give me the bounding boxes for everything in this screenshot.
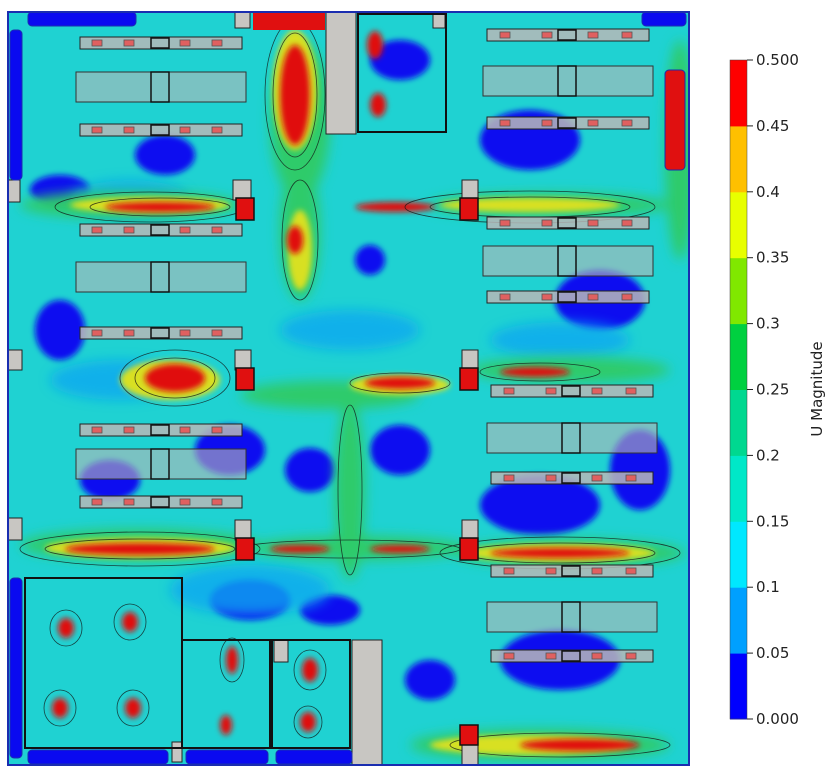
legend-ticks: 0.000 0.05 0.1 0.15 0.2 0.25 0.3 0.35 0.4 0.45 0.5… <box>747 51 799 728</box>
legend-band <box>730 60 747 127</box>
contour-field <box>8 12 689 765</box>
domain-border <box>7 11 690 766</box>
legend-band <box>730 455 747 522</box>
legend-tick-label: 0.35 <box>756 249 789 267</box>
boundary-strips <box>9 12 687 765</box>
legend-tick-label: 0.000 <box>756 710 799 728</box>
legend-tick-label: 0.1 <box>756 578 780 596</box>
legend-tick-label: 0.4 <box>756 183 780 201</box>
legend-tick-label: 0.45 <box>756 117 789 135</box>
legend-band <box>730 125 747 193</box>
legend-band <box>730 323 747 390</box>
cooling-units <box>235 197 479 746</box>
legend-band <box>730 257 747 325</box>
top-outlet <box>253 12 325 30</box>
legend-band <box>730 389 747 456</box>
legend-tick-label: 0.15 <box>756 512 789 530</box>
legend-tick-label: 0.25 <box>756 381 789 399</box>
legend-band <box>730 191 747 259</box>
legend-band <box>730 521 747 588</box>
velocity-contour-plot <box>7 11 690 766</box>
legend-tick-label: 0.500 <box>756 51 799 69</box>
color-legend: 0.000 0.05 0.1 0.15 0.2 0.25 0.3 0.35 0.4 0.45 0.5… <box>729 51 826 728</box>
legend-tick-label: 0.3 <box>756 315 780 333</box>
legend-title: U Magnitude <box>808 341 826 436</box>
legend-band <box>730 587 747 654</box>
legend-tick-label: 0.05 <box>756 644 789 662</box>
legend-tick-label: 0.2 <box>756 446 780 464</box>
legend-band <box>730 653 747 720</box>
server-racks <box>75 28 658 663</box>
legend-color-bands <box>730 60 747 720</box>
room-partitions <box>24 13 447 749</box>
max-velocity-regions <box>52 31 640 751</box>
